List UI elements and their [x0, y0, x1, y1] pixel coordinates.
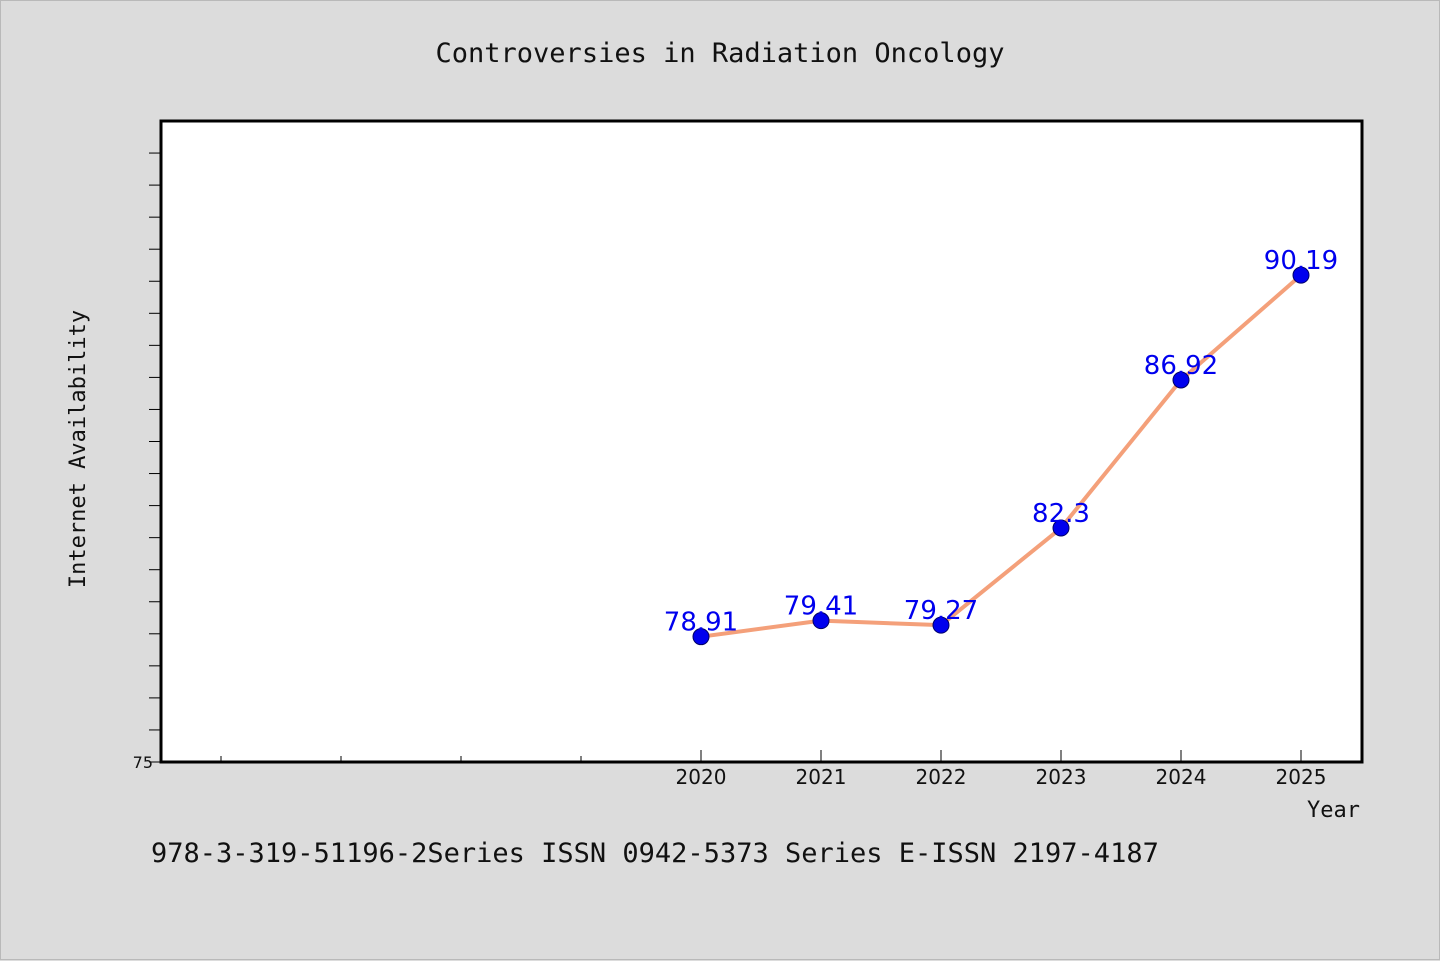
x-axis-tick-labels: 2020 2021 2022 2023 2024 2025	[676, 765, 1327, 789]
data-label: 82.3	[1032, 499, 1090, 529]
data-point	[1292, 266, 1310, 284]
x-tick-label: 2021	[796, 765, 847, 789]
data-point	[1172, 371, 1190, 389]
data-point	[692, 628, 710, 646]
y-tick-label: 75	[133, 753, 153, 772]
data-label: 90.19	[1264, 246, 1338, 276]
x-tick-label: 2020	[676, 765, 727, 789]
y-axis-tick-labels: 75	[133, 753, 153, 772]
data-labels: 78.91 79.41 79.27 82.3 86.92 90.19	[664, 246, 1338, 638]
data-label: 79.41	[784, 592, 858, 622]
data-point	[1052, 519, 1070, 537]
plot-area	[159, 119, 1364, 764]
y-axis-title: Internet Availability	[66, 310, 91, 588]
footer-isbn-issn: 978-3-319-51196-2Series ISSN 0942-5373 S…	[151, 838, 1159, 869]
y-axis-ticks	[149, 152, 161, 763]
x-tick-label: 2024	[1156, 765, 1207, 789]
x-tick-label: 2022	[916, 765, 967, 789]
x-axis-title: Year	[1307, 798, 1360, 823]
data-label: 86.92	[1144, 351, 1218, 381]
data-label: 79.27	[904, 596, 978, 626]
x-tick-label: 2023	[1036, 765, 1087, 789]
x-tick-label: 2025	[1276, 765, 1327, 789]
data-label: 78.91	[664, 608, 738, 638]
data-point	[932, 616, 950, 634]
chart-title: Controversies in Radiation Oncology	[436, 38, 1005, 69]
x-axis-ticks	[220, 750, 1302, 762]
series-line	[700, 273, 1303, 639]
data-point	[812, 612, 830, 630]
series-markers	[692, 266, 1310, 646]
